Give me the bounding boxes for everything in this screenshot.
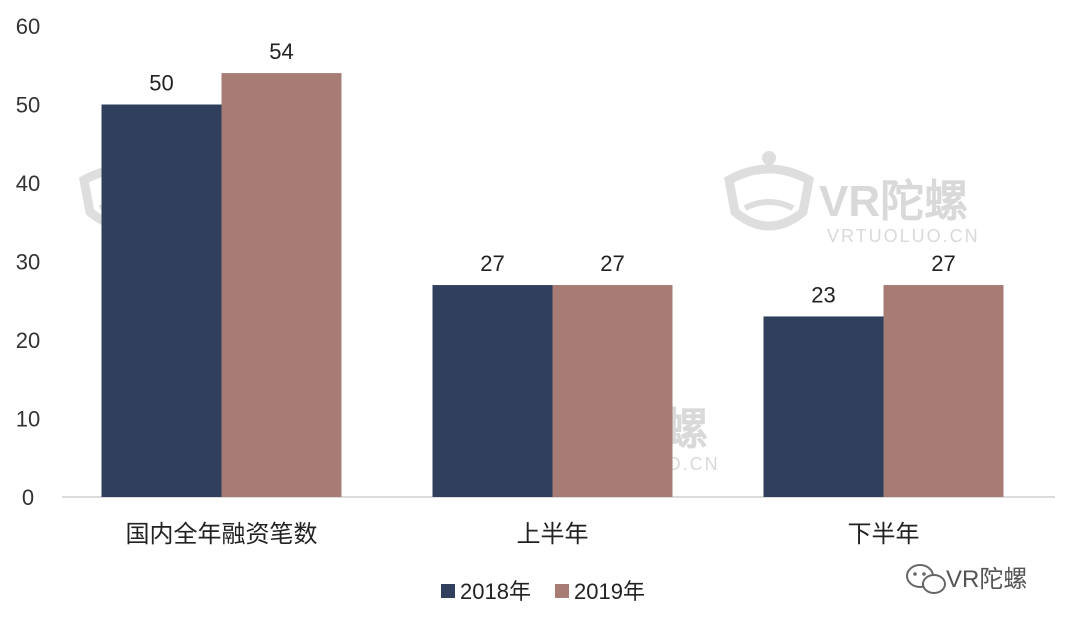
data-label: 27 [931,251,955,276]
bars [101,73,1004,497]
vr-headset-shell [723,164,815,231]
watermark-subtext: VRTUOLUO.CN [827,226,980,246]
legend-swatch [555,584,569,598]
legend-label: 2019年 [574,579,645,604]
bar [101,104,222,497]
bar [883,285,1004,497]
category-label: 国内全年融资笔数 [126,521,318,548]
y-tick-label: 60 [16,14,40,39]
y-tick-label: 10 [16,407,40,432]
vr-headset-knob [762,151,776,165]
legend-swatch [441,584,455,598]
data-label: 50 [149,71,173,96]
wechat-icon [906,564,946,594]
legend: 2018年 2019年 [441,579,645,604]
wechat-eye [922,572,926,576]
wechat-eye [913,572,917,576]
bar [763,316,884,497]
y-tick-label: 40 [16,171,40,196]
vr-headset-icon [723,151,815,231]
vr-headset-visor [743,199,795,211]
data-label: 54 [269,39,293,64]
bar [552,285,673,497]
category-label: 下半年 [848,521,920,548]
category-labels: 国内全年融资笔数 上半年 下半年 [126,521,920,548]
y-tick-label: 50 [16,93,40,118]
y-tick-label: 20 [16,328,40,353]
legend-label: 2018年 [460,579,531,604]
category-label: 上半年 [517,521,589,548]
y-tick-label: 0 [22,485,34,510]
bar [432,285,553,497]
data-labels: 50 54 27 27 23 27 [149,39,955,307]
y-tick-label: 30 [16,250,40,275]
data-label: 27 [480,251,504,276]
brand-mark: VR陀螺 [906,564,1027,594]
data-label: 27 [600,251,624,276]
brand-label: VR陀螺 [946,566,1027,593]
watermark-text: VR陀螺 [819,177,968,226]
wechat-bubble-small [922,574,946,594]
data-label: 23 [811,282,835,307]
bar [221,73,342,497]
